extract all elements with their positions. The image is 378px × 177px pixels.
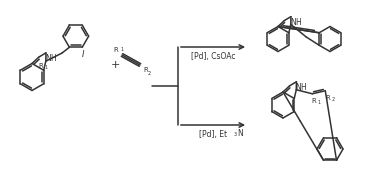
Text: N: N <box>237 129 243 138</box>
Text: +: + <box>110 60 120 70</box>
Text: 2: 2 <box>331 97 335 102</box>
Text: N: N <box>290 18 296 27</box>
Text: R: R <box>39 63 43 69</box>
Text: H: H <box>301 83 306 92</box>
Text: 1: 1 <box>45 65 48 70</box>
Text: H: H <box>50 54 56 63</box>
Text: 1: 1 <box>317 100 321 105</box>
Text: N: N <box>45 54 51 63</box>
Text: 3: 3 <box>234 132 237 136</box>
Text: N: N <box>296 83 301 92</box>
Text: R: R <box>311 98 316 104</box>
Text: R: R <box>143 67 148 73</box>
Text: H: H <box>295 18 301 27</box>
Text: 2: 2 <box>148 71 151 76</box>
Text: I: I <box>82 50 84 59</box>
Text: 1: 1 <box>120 47 123 52</box>
Text: [Pd], Et: [Pd], Et <box>199 130 227 138</box>
Text: R: R <box>113 47 118 53</box>
Text: R: R <box>325 95 330 101</box>
Text: [Pd], CsOAc: [Pd], CsOAc <box>191 52 235 61</box>
